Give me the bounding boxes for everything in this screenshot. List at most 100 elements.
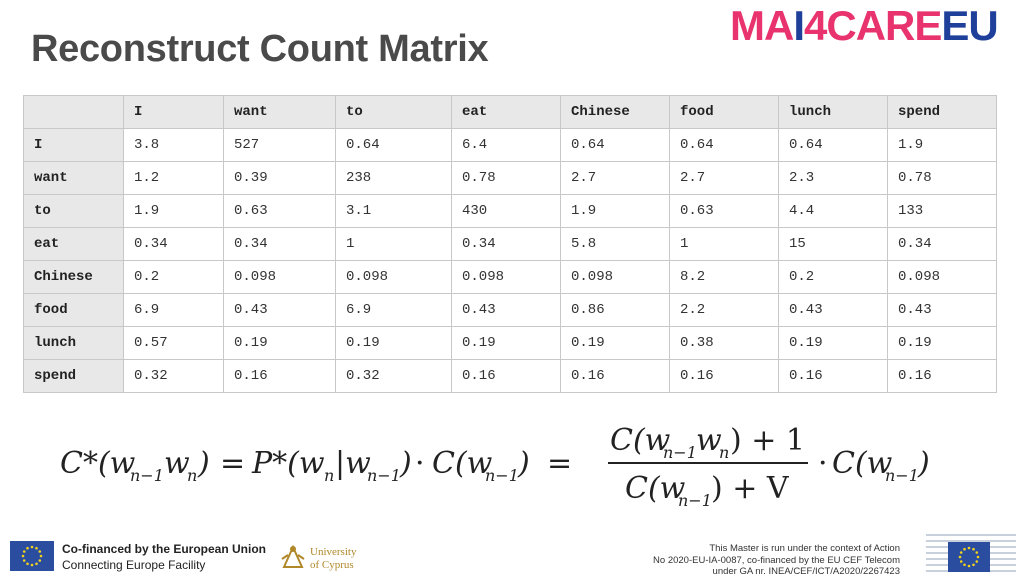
table-cell: 0.64 [560, 128, 670, 162]
table-cell: 1.9 [123, 194, 224, 228]
svg-text:C(w: C(w [625, 471, 686, 506]
table-cell: 5.8 [560, 227, 670, 261]
table-row: lunch 0.57 0.19 0.19 0.19 0.19 0.38 0.19 0.19 [23, 326, 997, 360]
cef-label: Co-financed by the European Union Connec… [62, 541, 266, 573]
eu-star-icon [26, 546, 29, 550]
table-cell: 0.43 [223, 293, 336, 327]
eu-star-icon [26, 562, 29, 566]
svg-text:·: · [818, 446, 828, 481]
column-header: food [669, 95, 779, 129]
table-cell: 0.16 [778, 359, 888, 393]
svg-text:n−1: n−1 [130, 466, 164, 485]
svg-text:n−1: n−1 [678, 491, 712, 508]
european-commission-logo-icon [922, 524, 1018, 576]
table-cell: 0.098 [560, 260, 670, 294]
table-cell: 6.9 [335, 293, 452, 327]
eu-star-icon [975, 560, 979, 563]
eu-star-icon [38, 550, 42, 553]
table-cell: 0.32 [123, 359, 224, 393]
table-row: want 1.2 0.39 238 0.78 2.7 2.7 2.3 0.78 [23, 161, 997, 195]
eu-star-icon [976, 555, 980, 559]
table-cell: 2.2 [669, 293, 779, 327]
svg-text:): ) [517, 446, 530, 481]
table-cell: 0.16 [560, 359, 670, 393]
table-cell: 527 [223, 128, 336, 162]
table-corner-cell [23, 95, 124, 129]
column-header: to [335, 95, 452, 129]
svg-text:n−1: n−1 [885, 466, 919, 485]
svg-text:C(w: C(w [432, 446, 493, 481]
column-header: spend [887, 95, 997, 129]
row-header: I [23, 128, 124, 162]
svg-text:): ) [197, 446, 210, 481]
table-cell: 0.34 [451, 227, 561, 261]
table-cell: 0.098 [335, 260, 452, 294]
eu-star-icon [975, 551, 979, 554]
cef-line-1: Co-financed by the European Union [62, 542, 267, 556]
column-header: eat [451, 95, 561, 129]
eu-star-icon [30, 545, 34, 549]
table-cell: 6.4 [451, 128, 561, 162]
university-of-cyprus-logo-icon [280, 543, 306, 574]
table-cell: 238 [335, 161, 452, 195]
table-cell: 0.16 [223, 359, 336, 393]
table-cell: 0.19 [223, 326, 336, 360]
table-cell: 15 [778, 227, 888, 261]
table-cell: 0.43 [887, 293, 997, 327]
eu-star-icon [30, 563, 34, 567]
table-cell: 430 [451, 194, 561, 228]
svg-text:): ) [917, 446, 930, 481]
eu-star-icon [972, 563, 975, 567]
table-cell: 0.64 [335, 128, 452, 162]
university-of-cyprus-label: University of Cyprus [310, 546, 357, 571]
table-cell: 1 [335, 227, 452, 261]
svg-text:·: · [415, 446, 425, 481]
row-header: spend [23, 359, 124, 393]
table-cell: 0.34 [223, 227, 336, 261]
eu-star-icon [959, 551, 963, 554]
table-cell: 0.86 [560, 293, 670, 327]
formula: C*(w n−1 w n ) = P*(w n |w n−1 ) · C(w n… [60, 423, 930, 508]
eu-star-icon [967, 564, 971, 568]
table-cell: 0.16 [887, 359, 997, 393]
column-header: Chinese [560, 95, 670, 129]
svg-text:n−1: n−1 [367, 466, 401, 485]
mai4careu-logo: MAI4CAREEU [730, 2, 999, 49]
table-cell: 0.64 [669, 128, 779, 162]
eu-star-icon [959, 560, 963, 563]
table-row: spend 0.32 0.16 0.32 0.16 0.16 0.16 0.16 0.16 [23, 359, 997, 393]
svg-text:=: = [220, 446, 245, 481]
table-row: Chinese 0.2 0.098 0.098 0.098 0.098 8.2 0.2 0.09… [23, 260, 997, 294]
eu-star-icon [21, 554, 25, 558]
svg-text:|w: |w [335, 446, 371, 481]
table-cell: 0.78 [451, 161, 561, 195]
table-cell: 0.63 [669, 194, 779, 228]
column-header: lunch [778, 95, 888, 129]
table-cell: 0.19 [887, 326, 997, 360]
svg-text:): ) [399, 446, 412, 481]
table-cell: 0.34 [887, 227, 997, 261]
cef-line-2: Connecting Europe Facility [62, 558, 206, 572]
svg-text:w: w [696, 423, 722, 458]
eu-flag-icon [10, 541, 54, 571]
table-cell: 0.2 [778, 260, 888, 294]
table-cell: 0.16 [451, 359, 561, 393]
table-cell: 1.9 [887, 128, 997, 162]
table-cell: 0.64 [778, 128, 888, 162]
eu-star-icon [963, 547, 966, 551]
table-cell: 0.19 [560, 326, 670, 360]
table-cell: 0.39 [223, 161, 336, 195]
table-cell: 2.7 [669, 161, 779, 195]
row-header: want [23, 161, 124, 195]
eu-star-icon [967, 546, 971, 550]
table-cell: 0.19 [778, 326, 888, 360]
svg-text:P*(w: P*(w [251, 446, 325, 481]
eu-star-icon [22, 559, 26, 562]
eu-star-icon [22, 550, 26, 553]
eu-star-icon [39, 554, 43, 558]
table-cell: 0.32 [335, 359, 452, 393]
table-row: eat 0.34 0.34 1 0.34 5.8 1 15 0.34 [23, 227, 997, 261]
row-header: to [23, 194, 124, 228]
